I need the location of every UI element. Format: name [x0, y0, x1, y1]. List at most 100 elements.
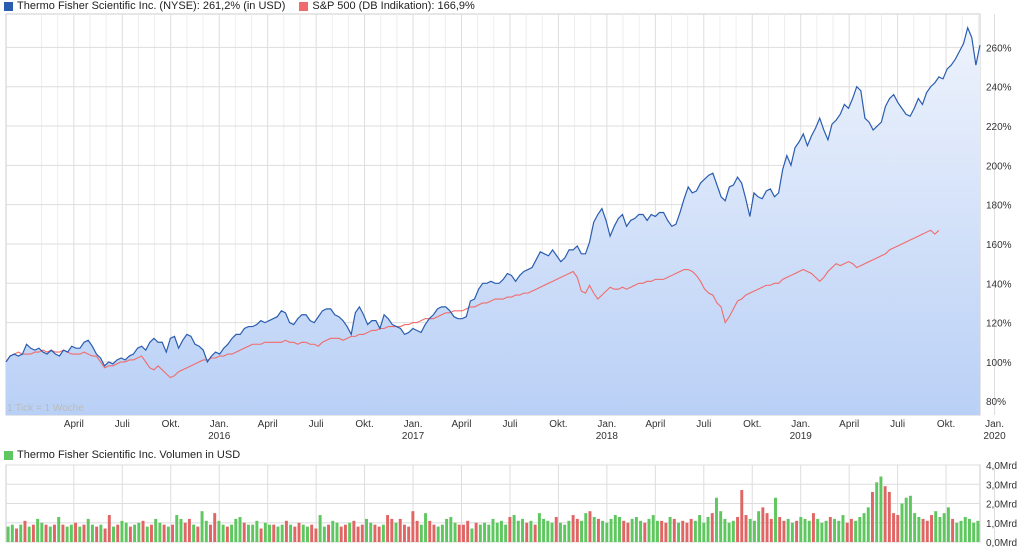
volume-bar [200, 511, 204, 542]
y-tick-label: 80% [986, 397, 1006, 408]
volume-bar [483, 522, 487, 542]
volume-bar [963, 516, 967, 542]
volume-bar [225, 526, 229, 542]
volume-bar [124, 522, 128, 542]
volume-bar [204, 520, 208, 542]
x-tick-label: Juli [502, 419, 517, 430]
tmo-series-line [5, 25, 981, 367]
volume-bar [833, 518, 837, 542]
volume-bar [693, 520, 697, 542]
volume-bar [811, 513, 815, 543]
volume-bar [533, 524, 537, 542]
volume-bar [841, 515, 845, 542]
volume-bar [453, 522, 457, 542]
volume-bar [411, 511, 415, 542]
volume-bar [710, 513, 714, 543]
volume-bar [251, 524, 255, 542]
volume-bar [892, 513, 896, 543]
tmo-swatch [4, 1, 13, 11]
y-tick-label: 240% [986, 83, 1012, 94]
volume-bar [761, 507, 765, 542]
volume-bar [512, 515, 516, 542]
volume-bar [343, 524, 347, 542]
volume-bar [166, 526, 170, 542]
volume-bar [605, 522, 609, 542]
volume-bar [381, 524, 385, 542]
volume-bar [803, 518, 807, 542]
volume-bar [297, 522, 301, 542]
spx-series-line [5, 229, 940, 379]
volume-bar [120, 520, 124, 542]
volume-bar [263, 522, 267, 542]
x-tick-label: April [839, 419, 859, 430]
volume-bar [209, 524, 212, 542]
volume-bar [428, 520, 432, 542]
volume-bar [141, 520, 145, 542]
volume-bar [647, 518, 651, 542]
y-axis-main: 80% 100% 120% 140% 160% 180% 200% 220% 240% 260% [986, 43, 1012, 408]
volume-bar [681, 520, 685, 542]
volume-bar [318, 515, 322, 542]
volume-bar [618, 516, 621, 542]
volume-bar [327, 524, 331, 542]
volume-bar [698, 515, 702, 542]
x-tick-label: Okt. [937, 419, 955, 430]
volume-bar [626, 522, 630, 542]
volume-bar [133, 524, 137, 542]
volume-bar [875, 482, 879, 542]
volume-bar [609, 518, 613, 542]
volume-bar [402, 524, 406, 542]
volume-y-tick-label: 2,0Mrd [986, 500, 1017, 511]
volume-bar [955, 522, 959, 542]
volume-bar [369, 522, 373, 542]
x-year-label: 2017 [402, 431, 425, 442]
volume-bar [466, 520, 470, 542]
volume-bar [112, 526, 115, 542]
main-legend: Thermo Fisher Scientific Inc. (NYSE): 26… [4, 0, 489, 12]
volume-bar [558, 522, 562, 542]
legend-item-volume: Thermo Fisher Scientific Inc. Volumen in… [4, 449, 240, 461]
volume-bar [702, 522, 706, 542]
volume-bar [976, 520, 980, 542]
volume-bar [782, 520, 786, 542]
volume-bar [504, 524, 508, 542]
volume-bar [217, 520, 221, 542]
volume-bar [896, 515, 900, 542]
tick-note: 1 Tick = 1 Woche [7, 403, 84, 414]
volume-bar [799, 516, 803, 542]
volume-bar [584, 513, 588, 543]
volume-bar [668, 516, 672, 542]
legend-label-tmo: Thermo Fisher Scientific Inc. (NYSE): 26… [17, 0, 286, 12]
volume-bar [917, 516, 921, 542]
y-tick-label: 180% [986, 201, 1012, 212]
legend-item-spx: S&P 500 (DB Indikation): 166,9% [299, 0, 475, 12]
volume-bar [828, 516, 832, 542]
x-tick-label: Jan. [985, 419, 1004, 430]
volume-bar [86, 518, 90, 542]
series-lines [5, 25, 981, 379]
volume-bar [335, 522, 339, 542]
x-tick-label: Juli [890, 419, 905, 430]
volume-bar [727, 522, 731, 542]
volume-bar [238, 516, 242, 542]
x-year-label: 2016 [208, 431, 231, 442]
volume-bar [314, 528, 318, 542]
volume-bar [871, 491, 874, 542]
volume-bar [516, 520, 520, 542]
volume-bar [27, 526, 31, 542]
volume-bar [255, 520, 259, 542]
legend-label-spx: S&P 500 (DB Indikation): 166,9% [312, 0, 475, 12]
volume-bar [664, 522, 668, 542]
tmo-area [6, 27, 980, 415]
volume-bar [866, 507, 870, 542]
volume-bar [331, 520, 335, 542]
volume-bar [293, 526, 297, 542]
y-tick-label: 220% [986, 122, 1012, 133]
volume-bar [723, 518, 727, 542]
volume-bar [57, 516, 61, 542]
volume-bar [306, 526, 309, 542]
volume-bar [824, 520, 828, 542]
volume-bar [145, 526, 149, 542]
